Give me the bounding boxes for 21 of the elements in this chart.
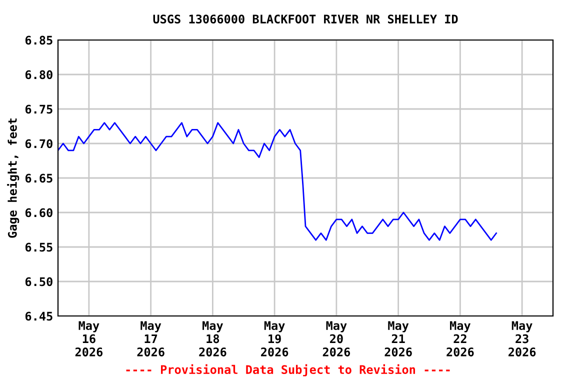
x-tick-label: May 21 2026 xyxy=(384,321,412,356)
text: ---- Provisional Data Subject to Revision ---- xyxy=(126,364,450,376)
line-series xyxy=(58,122,497,241)
y-tick-label: 6.80 xyxy=(25,70,52,80)
x-tick-label: May 18 2026 xyxy=(199,321,226,356)
y-tick-label: 6.60 xyxy=(25,208,52,218)
y-tick-label: 6.50 xyxy=(25,277,52,286)
y-axis-title: Gage height, feet xyxy=(7,118,20,238)
y-tick-label: 6.65 xyxy=(25,174,52,183)
y-tick-label: 6.45 xyxy=(25,312,52,321)
y-tick-label: 6.85 xyxy=(25,36,52,45)
x-tick-label: May 19 2026 xyxy=(261,321,288,356)
x-tick-label: May 20 2026 xyxy=(322,321,350,356)
y-tick-label: 6.70 xyxy=(25,139,52,148)
x-tick-label: May 16 2026 xyxy=(75,321,103,356)
y-tick-label: 6.55 xyxy=(25,242,52,252)
x-tick-label: May 22 2026 xyxy=(446,321,474,356)
x-tick-label: May 17 2026 xyxy=(137,321,164,356)
y-tick-label: 6.75 xyxy=(25,104,52,114)
x-tick-label: May 23 2026 xyxy=(508,321,536,356)
chart-title: USGS 13066000 BLACKFOOT RIVER NR SHELLEY ID xyxy=(153,14,458,24)
